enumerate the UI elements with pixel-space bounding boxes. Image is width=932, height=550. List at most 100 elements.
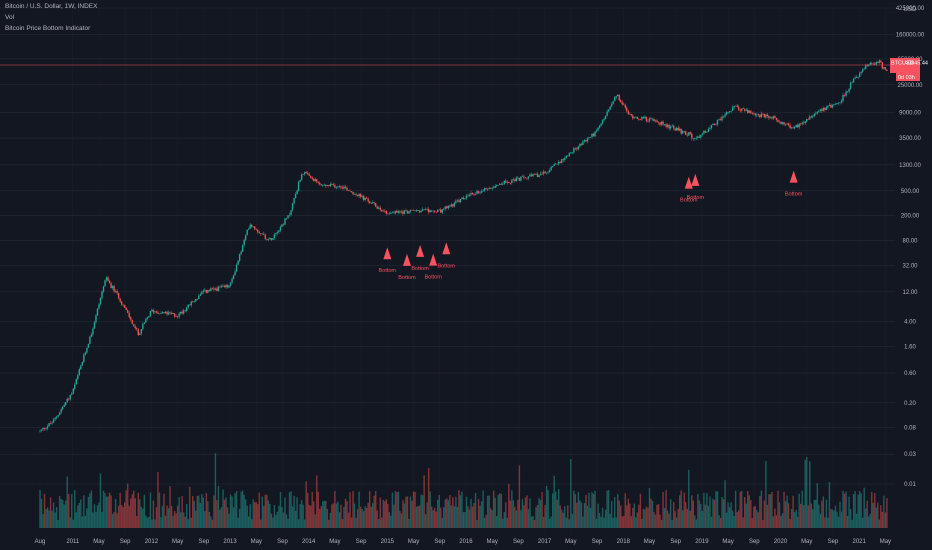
candle-body — [722, 116, 725, 118]
volume-bar — [700, 503, 702, 528]
volume-bar — [500, 493, 502, 528]
candle-body — [520, 176, 522, 181]
candle-body — [648, 118, 651, 122]
candle-body — [49, 423, 52, 424]
volume-bar — [774, 508, 776, 528]
volume-bar — [514, 506, 516, 528]
volume-bar — [737, 510, 740, 528]
candle-body — [771, 117, 773, 119]
candle-body — [731, 107, 734, 111]
volume-bar — [163, 493, 165, 528]
candle-body — [754, 113, 757, 116]
volume-bar — [198, 495, 200, 528]
candle-body — [169, 312, 171, 314]
candle-body — [266, 239, 268, 240]
volume-bar — [671, 519, 673, 528]
volume-bar — [759, 495, 761, 528]
candle-body — [66, 398, 68, 403]
volume-bar — [580, 502, 583, 528]
candle-body — [231, 278, 233, 283]
candle-body — [195, 298, 197, 302]
volume-bar — [612, 517, 614, 528]
x-tick-label: May — [644, 539, 655, 545]
candle-body — [467, 195, 469, 197]
candle-body — [149, 310, 152, 317]
candle-body — [198, 295, 200, 299]
candle-body — [63, 404, 65, 407]
volume-bar — [429, 491, 431, 528]
candle-body — [152, 309, 155, 313]
volume-bar — [559, 505, 561, 528]
candle-body — [352, 191, 354, 195]
volume-bar — [42, 514, 44, 528]
volume-bar — [747, 491, 749, 528]
candle-body — [744, 108, 746, 111]
volume-bar — [607, 490, 610, 528]
volume-bar — [122, 506, 124, 528]
candle-body — [69, 394, 71, 400]
candle-body — [728, 111, 731, 112]
candle-body — [710, 124, 713, 128]
volume-bar — [328, 519, 330, 528]
time-axis[interactable]: Aug 2011 May Sep 2012 May Sep 2013 May Sep 2014 May… — [35, 539, 891, 545]
volume-bar — [453, 506, 456, 528]
candle-body — [55, 416, 58, 418]
indicator-legend[interactable]: Bitcoin Price Bottom Indicator — [5, 25, 91, 32]
volume-legend[interactable]: Vol — [5, 14, 15, 21]
candle-body — [48, 423, 50, 427]
volume-bar — [364, 506, 366, 528]
candle-body — [884, 67, 887, 70]
candle-body — [176, 316, 179, 318]
volume-bar — [731, 510, 734, 528]
candle-body — [458, 200, 460, 203]
volume-bar — [434, 507, 436, 528]
candle-body — [139, 333, 141, 335]
y-tick-label: 25000.00 — [897, 83, 923, 89]
volume-bar — [677, 508, 679, 528]
candle-body — [644, 116, 646, 119]
volume-bar — [225, 497, 227, 528]
candle-body — [703, 130, 705, 134]
candle-body — [437, 209, 439, 213]
volume-bar — [130, 498, 132, 528]
volume-bar — [730, 502, 732, 528]
volume-bar — [508, 483, 510, 528]
volume-bar — [548, 518, 551, 528]
candle-body — [155, 311, 158, 313]
candle-body — [220, 285, 223, 288]
volume-bar — [553, 475, 555, 528]
candle-body — [659, 122, 661, 125]
candle-body — [642, 117, 645, 119]
volume-bar — [154, 519, 156, 528]
candle-body — [122, 304, 124, 306]
volume-bar — [861, 517, 864, 528]
bottom-signal-label: Bottom — [398, 275, 416, 281]
candle-body — [325, 184, 327, 187]
volume-bar — [293, 495, 295, 528]
volume-bar — [783, 491, 785, 528]
symbol-legend[interactable]: Bitcoin / U.S. Dollar, 1W, INDEX — [5, 3, 98, 10]
candle-body — [845, 91, 847, 96]
candle-body — [668, 124, 670, 129]
candle-body — [226, 284, 229, 288]
candle-body — [125, 307, 127, 311]
volume-bar — [476, 519, 478, 528]
candle-body — [536, 173, 539, 177]
volume-bar — [641, 518, 643, 528]
volume-bar — [279, 491, 282, 528]
volume-bar — [275, 514, 277, 528]
candle-body — [450, 204, 453, 207]
volume-bar — [462, 512, 465, 528]
x-tick-label: Sep — [828, 539, 839, 545]
candle-body — [43, 427, 46, 430]
volume-bar — [573, 490, 575, 528]
volume-bar — [201, 494, 203, 528]
candle-body — [784, 123, 787, 125]
candle-body — [68, 398, 70, 400]
candle-body — [300, 174, 303, 181]
volume-bar — [849, 509, 852, 528]
volume-bar — [529, 498, 531, 528]
volume-bar — [710, 516, 713, 528]
candle-body — [65, 402, 67, 405]
